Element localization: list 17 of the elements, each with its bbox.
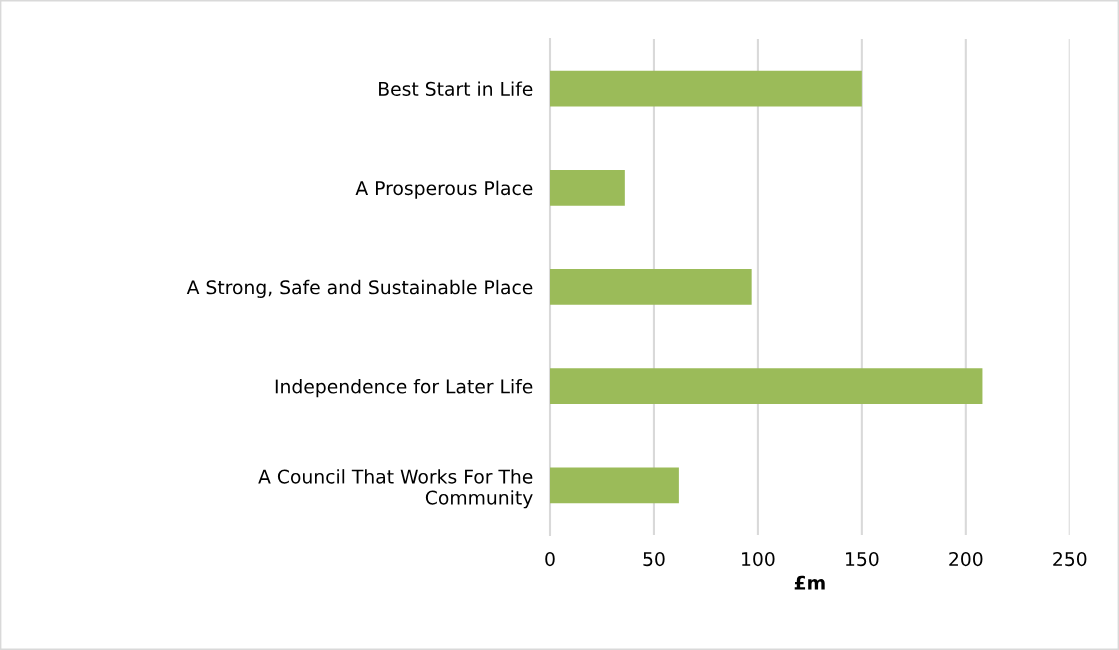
y-tick-label: A Council That Works For The Community	[258, 469, 533, 509]
x-tick-label: 0	[545, 551, 555, 567]
x-tick-label: 250	[1053, 551, 1087, 567]
x-tick-label: 150	[846, 551, 879, 567]
y-tick-label: Independence for Later Life	[275, 379, 533, 398]
x-tick-label: 200	[949, 551, 983, 567]
bar	[549, 467, 679, 504]
y-tick-label: Best Start in Life	[379, 81, 533, 96]
x-tick-label: 100	[742, 551, 775, 567]
y-tick-label: A Prosperous Place	[355, 180, 533, 199]
y-tick-label: A Strong, Safe and Sustainable Place	[186, 279, 533, 298]
bar	[549, 70, 862, 107]
bar	[549, 169, 625, 206]
bar	[549, 269, 752, 305]
bar	[549, 368, 983, 405]
x-tick-label: 50	[643, 551, 665, 567]
x-axis-title: £m	[794, 575, 825, 590]
